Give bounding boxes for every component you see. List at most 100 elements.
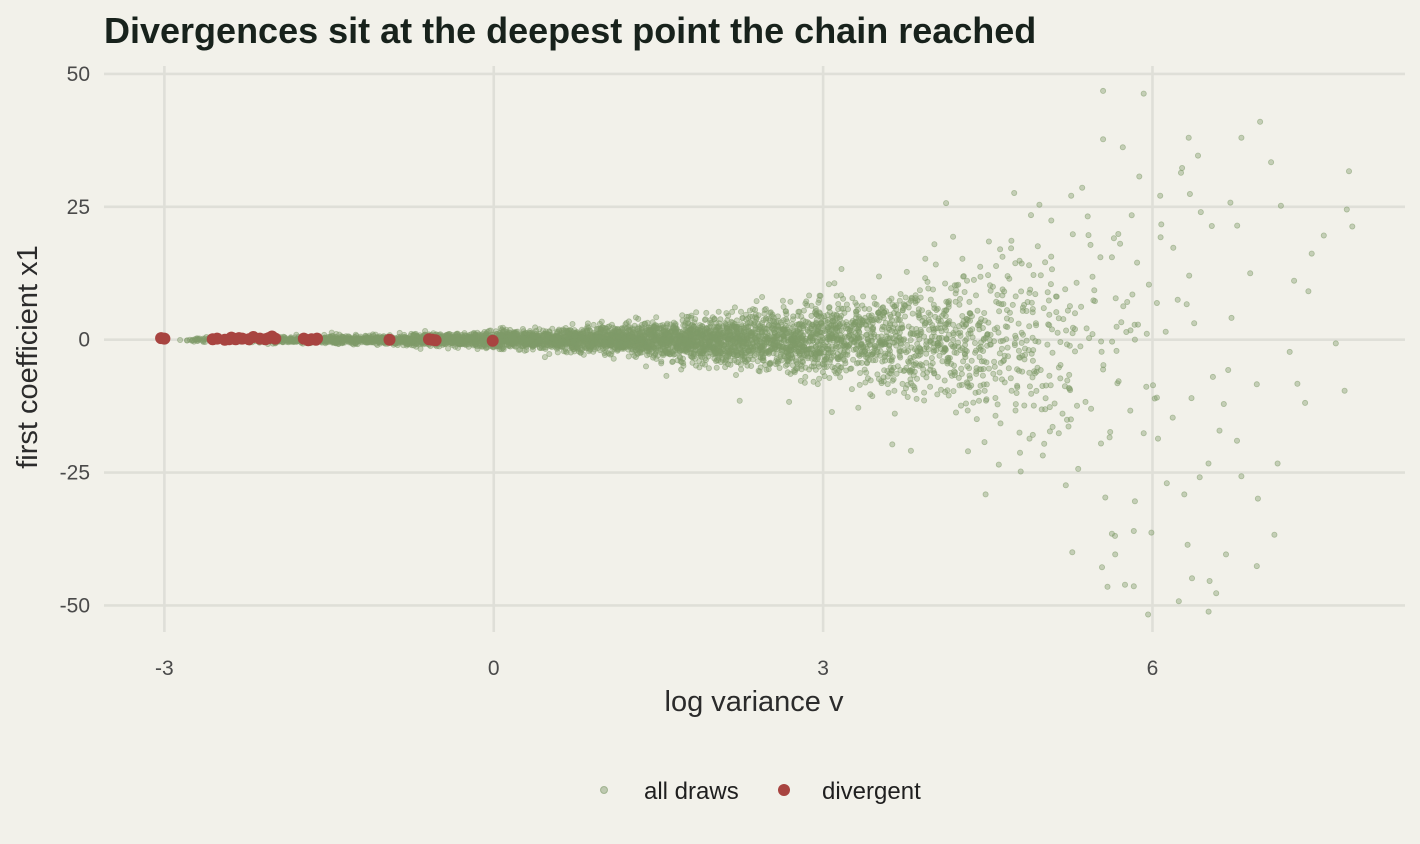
point-all-draws bbox=[1186, 190, 1193, 197]
point-all-draws bbox=[860, 293, 867, 300]
point-all-draws bbox=[835, 306, 842, 313]
point-all-draws bbox=[1042, 406, 1049, 413]
point-all-draws bbox=[920, 371, 927, 378]
point-all-draws bbox=[917, 351, 924, 358]
point-all-draws bbox=[749, 306, 756, 313]
point-all-draws bbox=[643, 363, 650, 370]
point-all-draws bbox=[1070, 324, 1077, 331]
point-all-draws bbox=[712, 326, 719, 333]
point-all-draws bbox=[542, 345, 549, 352]
point-all-draws bbox=[996, 350, 1003, 357]
point-all-draws bbox=[1098, 348, 1105, 355]
point-all-draws bbox=[1029, 305, 1036, 312]
point-all-draws bbox=[763, 339, 770, 346]
point-all-draws bbox=[806, 292, 813, 299]
point-all-draws bbox=[1015, 347, 1022, 354]
point-all-draws bbox=[964, 363, 971, 370]
point-all-draws bbox=[1005, 365, 1012, 372]
point-all-draws bbox=[1000, 300, 1007, 307]
point-all-draws bbox=[831, 280, 838, 287]
point-all-draws bbox=[622, 335, 629, 342]
point-all-draws bbox=[635, 315, 642, 322]
point-all-draws bbox=[692, 316, 699, 323]
point-all-draws bbox=[726, 328, 733, 335]
point-all-draws bbox=[824, 336, 831, 343]
point-all-draws bbox=[1037, 272, 1044, 279]
point-all-draws bbox=[966, 298, 973, 305]
point-all-draws bbox=[863, 369, 870, 376]
point-all-draws bbox=[999, 253, 1006, 260]
point-all-draws bbox=[931, 370, 938, 377]
point-all-draws bbox=[1034, 243, 1041, 250]
point-all-draws bbox=[1065, 384, 1072, 391]
point-all-draws bbox=[973, 365, 980, 372]
point-all-draws bbox=[966, 372, 973, 379]
point-all-draws bbox=[1064, 377, 1071, 384]
point-all-draws bbox=[856, 352, 863, 359]
point-all-draws bbox=[972, 339, 979, 346]
point-all-draws bbox=[1106, 434, 1113, 441]
point-all-draws bbox=[994, 401, 1001, 408]
point-all-draws bbox=[895, 334, 902, 341]
point-all-draws bbox=[1049, 266, 1056, 273]
point-all-draws bbox=[874, 348, 881, 355]
point-all-draws bbox=[956, 382, 963, 389]
point-all-draws bbox=[867, 391, 874, 398]
point-all-draws bbox=[519, 325, 526, 332]
point-all-draws bbox=[846, 342, 853, 349]
point-all-draws bbox=[896, 297, 903, 304]
point-all-draws bbox=[1006, 275, 1013, 282]
point-all-draws bbox=[780, 317, 787, 324]
point-all-draws bbox=[993, 262, 1000, 269]
point-all-draws bbox=[1046, 322, 1053, 329]
point-all-draws bbox=[838, 292, 845, 299]
point-all-draws bbox=[983, 396, 990, 403]
point-all-draws bbox=[970, 399, 977, 406]
point-all-draws bbox=[958, 365, 965, 372]
point-all-draws bbox=[601, 349, 608, 356]
point-all-draws bbox=[738, 308, 745, 315]
point-all-draws bbox=[192, 336, 199, 343]
point-all-draws bbox=[1048, 253, 1055, 260]
point-all-draws bbox=[557, 340, 564, 347]
point-all-draws bbox=[930, 286, 937, 293]
point-all-draws bbox=[797, 331, 804, 338]
point-all-draws bbox=[856, 323, 863, 330]
point-all-draws bbox=[943, 336, 950, 343]
point-all-draws bbox=[1057, 338, 1064, 345]
point-all-draws bbox=[1028, 390, 1035, 397]
point-all-draws bbox=[731, 324, 738, 331]
point-all-draws bbox=[913, 395, 920, 402]
point-all-draws bbox=[584, 323, 591, 330]
point-all-draws bbox=[1097, 254, 1104, 261]
point-all-draws bbox=[1049, 349, 1056, 356]
point-all-draws bbox=[985, 238, 992, 245]
point-all-draws bbox=[753, 298, 760, 305]
point-all-draws bbox=[1157, 234, 1164, 241]
point-all-draws bbox=[1075, 465, 1082, 472]
point-all-draws bbox=[1018, 260, 1025, 267]
point-all-draws bbox=[1055, 430, 1062, 437]
point-all-draws bbox=[1072, 348, 1079, 355]
point-all-draws bbox=[728, 318, 735, 325]
point-all-draws bbox=[546, 329, 553, 336]
point-all-draws bbox=[949, 343, 956, 350]
point-all-draws bbox=[1234, 222, 1241, 229]
point-all-draws bbox=[1131, 336, 1138, 343]
point-all-draws bbox=[864, 331, 871, 338]
point-all-draws bbox=[815, 299, 822, 306]
point-all-draws bbox=[1012, 260, 1019, 267]
point-all-draws bbox=[987, 331, 994, 338]
point-all-draws bbox=[985, 319, 992, 326]
point-all-draws bbox=[1129, 291, 1136, 298]
point-all-draws bbox=[973, 416, 980, 423]
point-all-draws bbox=[799, 358, 806, 365]
point-all-draws bbox=[1069, 330, 1076, 337]
point-all-draws bbox=[1016, 429, 1023, 436]
point-all-draws bbox=[893, 370, 900, 377]
point-all-draws bbox=[901, 336, 908, 343]
point-all-draws bbox=[745, 315, 752, 322]
point-all-draws bbox=[987, 282, 994, 289]
point-all-draws bbox=[923, 350, 930, 357]
